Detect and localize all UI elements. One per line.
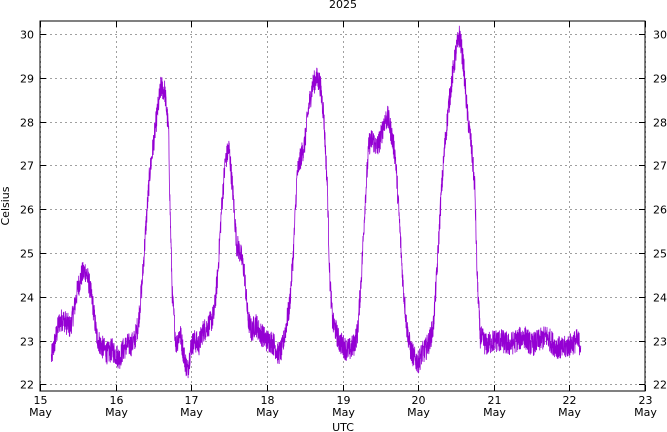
axis-ticks — [40, 21, 646, 391]
x-axis-label: UTC — [332, 421, 354, 432]
y-tick-label-left: 22 — [20, 379, 34, 392]
y-tick-label-left: 23 — [20, 336, 34, 349]
x-tick-label-month: May — [180, 406, 203, 419]
x-tick-label-day: 15 — [34, 394, 48, 407]
y-tick-label-right: 23 — [653, 336, 667, 349]
y-tick-label-right: 30 — [653, 29, 667, 42]
x-tick-label-month: May — [407, 406, 430, 419]
y-tick-label-right: 26 — [653, 204, 667, 217]
x-tick-label-month: May — [483, 406, 506, 419]
y-axis-label: Celsius — [0, 186, 12, 225]
y-tick-label-left: 25 — [20, 248, 34, 261]
y-tick-label-left: 24 — [20, 292, 34, 305]
chart-title: 2025 — [329, 0, 357, 11]
grid — [40, 21, 646, 391]
y-tick-label-left: 27 — [20, 160, 34, 173]
y-tick-label-left: 30 — [20, 29, 34, 42]
y-tick-label-right: 22 — [653, 379, 667, 392]
x-tick-label-month: May — [558, 406, 581, 419]
x-tick-label-month: May — [634, 406, 657, 419]
x-tick-label-day: 17 — [185, 394, 199, 407]
x-tick-label-day: 16 — [110, 394, 124, 407]
y-tick-label-right: 25 — [653, 248, 667, 261]
x-tick-label-month: May — [105, 406, 128, 419]
x-tick-label-day: 21 — [488, 394, 502, 407]
x-tick-label-month: May — [29, 406, 52, 419]
x-tick-label-month: May — [256, 406, 279, 419]
series-layer — [50, 25, 582, 379]
temperature-series-line — [50, 25, 582, 379]
x-tick-label-day: 22 — [563, 394, 577, 407]
plot-frame — [39, 20, 646, 392]
x-tick-label-day: 19 — [337, 394, 351, 407]
y-tick-label-right: 24 — [653, 292, 667, 305]
y-tick-label-left: 29 — [20, 73, 34, 86]
x-tick-label-month: May — [332, 406, 355, 419]
y-tick-label-right: 27 — [653, 160, 667, 173]
x-tick-label-day: 20 — [412, 394, 426, 407]
y-tick-label-left: 26 — [20, 204, 34, 217]
y-tick-label-right: 28 — [653, 117, 667, 130]
x-tick-label-day: 18 — [261, 394, 275, 407]
x-tick-label-day: 23 — [639, 394, 653, 407]
y-tick-label-right: 29 — [653, 73, 667, 86]
y-tick-label-left: 28 — [20, 117, 34, 130]
